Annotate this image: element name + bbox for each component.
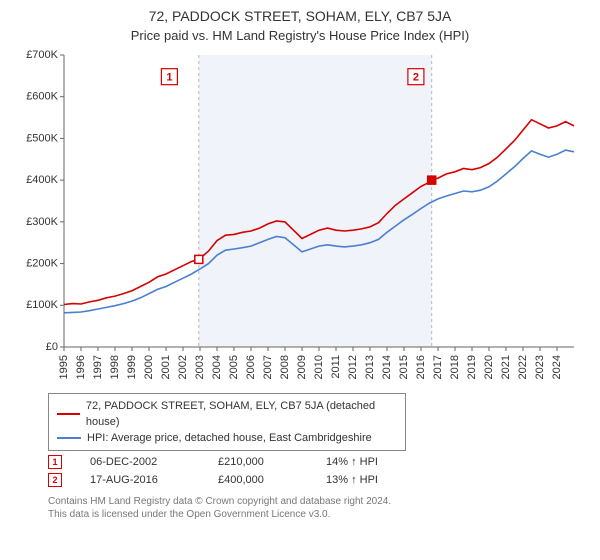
sale-date: 17-AUG-2016 [90, 474, 190, 486]
x-tick-label: 2005 [228, 355, 240, 379]
x-tick-label: 2014 [381, 355, 393, 379]
legend-row: 72, PADDOCK STREET, SOHAM, ELY, CB7 5JA … [57, 398, 397, 430]
sale-delta: 14% ↑ HPI [326, 456, 378, 468]
sales-table: 1 06-DEC-2002 £210,000 14% ↑ HPI 2 17-AUG-201… [12, 455, 588, 487]
x-tick-label: 2018 [449, 355, 461, 379]
x-tick-label: 2016 [415, 355, 427, 379]
sale-marker-icon: 2 [48, 473, 62, 487]
y-tick-label: £100K [26, 299, 58, 311]
x-tick-label: 2015 [398, 355, 410, 379]
x-tick-label: 2020 [483, 355, 495, 379]
y-tick-label: £0 [46, 341, 58, 353]
x-tick-label: 2024 [551, 355, 563, 379]
sale-delta: 13% ↑ HPI [326, 474, 378, 486]
sale-band [199, 55, 432, 347]
x-tick-label: 1998 [109, 355, 121, 379]
x-tick-label: 2011 [330, 355, 342, 379]
sale-point-1 [195, 255, 203, 263]
caption-line-1: Contains HM Land Registry data © Crown c… [48, 495, 588, 508]
x-tick-label: 1997 [92, 355, 104, 379]
x-tick-label: 2022 [517, 355, 529, 379]
x-tick-label: 2013 [364, 355, 376, 379]
caption: Contains HM Land Registry data © Crown c… [48, 495, 588, 521]
sale-label-2: 2 [413, 72, 419, 84]
y-tick-label: £700K [26, 49, 58, 61]
y-tick-label: £500K [26, 132, 58, 144]
x-tick-label: 1995 [58, 355, 70, 379]
x-tick-label: 2017 [432, 355, 444, 379]
sale-row: 1 06-DEC-2002 £210,000 14% ↑ HPI [48, 455, 588, 469]
legend-label: 72, PADDOCK STREET, SOHAM, ELY, CB7 5JA … [86, 398, 397, 430]
y-tick-label: £400K [26, 174, 58, 186]
x-tick-label: 1996 [75, 355, 87, 379]
x-tick-label: 2007 [262, 355, 274, 379]
sale-row: 2 17-AUG-2016 £400,000 13% ↑ HPI [48, 473, 588, 487]
x-tick-label: 1999 [126, 355, 138, 379]
x-tick-label: 2021 [500, 355, 512, 379]
legend-swatch [57, 437, 81, 439]
page-subtitle: Price paid vs. HM Land Registry's House … [12, 28, 588, 43]
legend: 72, PADDOCK STREET, SOHAM, ELY, CB7 5JA … [48, 393, 406, 451]
sale-label-1: 1 [166, 72, 172, 84]
y-tick-label: £300K [26, 216, 58, 228]
x-tick-label: 2009 [296, 355, 308, 379]
sale-price: £400,000 [218, 474, 298, 486]
chart: £0 £100K £200K £300K £400K £500K £600K £700K 199… [12, 47, 588, 387]
sale-date: 06-DEC-2002 [90, 456, 190, 468]
x-tick-label: 2008 [279, 355, 291, 379]
legend-row: HPI: Average price, detached house, East… [57, 430, 397, 446]
sale-point-2 [428, 176, 436, 184]
sale-price: £210,000 [218, 456, 298, 468]
x-tick-label: 2023 [534, 355, 546, 379]
chart-svg: £0 £100K £200K £300K £400K £500K £600K £700K 199… [12, 47, 582, 387]
legend-label: HPI: Average price, detached house, East… [87, 430, 372, 446]
x-tick-label: 2001 [160, 355, 172, 379]
y-tick-label: £600K [26, 91, 58, 103]
x-tick-label: 2012 [347, 355, 359, 379]
x-tick-label: 2003 [194, 355, 206, 379]
x-tick-label: 2004 [211, 355, 223, 379]
x-tick-label: 2019 [466, 355, 478, 379]
legend-swatch [57, 413, 80, 415]
x-tick-label: 2002 [177, 355, 189, 379]
x-tick-label: 2010 [313, 355, 325, 379]
x-tick-label: 2006 [245, 355, 257, 379]
page-title: 72, PADDOCK STREET, SOHAM, ELY, CB7 5JA [12, 8, 588, 24]
caption-line-2: This data is licensed under the Open Gov… [48, 508, 588, 521]
sale-marker-icon: 1 [48, 455, 62, 469]
x-tick-label: 2000 [143, 355, 155, 379]
y-tick-label: £200K [26, 257, 58, 269]
